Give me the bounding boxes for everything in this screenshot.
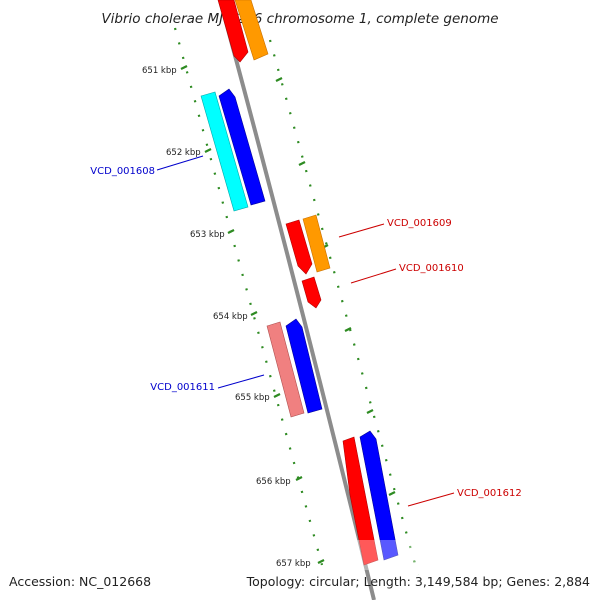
gene-fade-612 [355,540,415,570]
gene-arrow-red-top[interactable] [217,0,249,63]
tick-mark-655-right [366,409,374,414]
gene-arrow-blue-608[interactable] [218,88,266,206]
gene-label-vcd-001611[interactable]: VCD_001611 [150,382,215,393]
tick-mark-657-left [317,559,325,564]
callout-line-609 [338,223,385,238]
gene-bar-cyan-608[interactable] [200,91,249,212]
tick-mark-654-right [344,327,352,332]
gene-bar-orange-609[interactable] [302,214,331,273]
gene-bar-pink-611[interactable] [266,321,305,418]
gene-arrow-red-612[interactable] [342,436,379,566]
callout-line-611 [217,374,265,389]
callout-line-610 [350,268,397,284]
tick-mark-652-left [204,148,212,153]
callout-line-612 [407,492,455,507]
gene-label-vcd-001608[interactable]: VCD_001608 [90,166,155,177]
gene-arrow-orange-top[interactable] [234,0,269,61]
gene-label-vcd-001610[interactable]: VCD_001610 [399,263,464,274]
tick-label-651: 651 kbp [142,66,177,76]
map-title: Vibrio cholerae MJ-1236 chromosome 1, co… [101,11,498,27]
gene-arrow-red-609[interactable] [285,219,313,275]
gene-arrow-blue-612[interactable] [359,430,399,561]
genome-backbone [218,0,376,600]
tick-mark-652-right [298,161,306,166]
tick-label-654: 654 kbp [213,312,248,322]
callout-line-608 [156,155,204,171]
tick-mark-656-right [388,491,396,496]
tick-mark-656-left [295,476,303,481]
footer-accession: Accession: NC_012668 [9,574,151,589]
tick-label-652: 652 kbp [166,148,201,158]
tick-label-653: 653 kbp [190,230,225,240]
right-tick-rail [268,39,420,576]
tick-mark-655-left [273,393,281,398]
gene-arrow-blue-611[interactable] [285,318,323,414]
footer-summary: Topology: circular; Length: 3,149,584 bp… [246,574,590,589]
gene-label-vcd-001609[interactable]: VCD_001609 [387,218,452,229]
tick-mark-651-right [275,77,283,82]
tick-label-656: 656 kbp [256,477,291,487]
tick-label-657: 657 kbp [276,559,311,569]
tick-mark-654-left [250,311,258,316]
gene-arrow-red-610[interactable] [301,276,322,309]
tick-label-655: 655 kbp [235,393,270,403]
tick-mark-653-left [227,229,235,234]
tick-mark-651-left [180,65,188,70]
gene-label-vcd-001612[interactable]: VCD_001612 [457,488,522,499]
